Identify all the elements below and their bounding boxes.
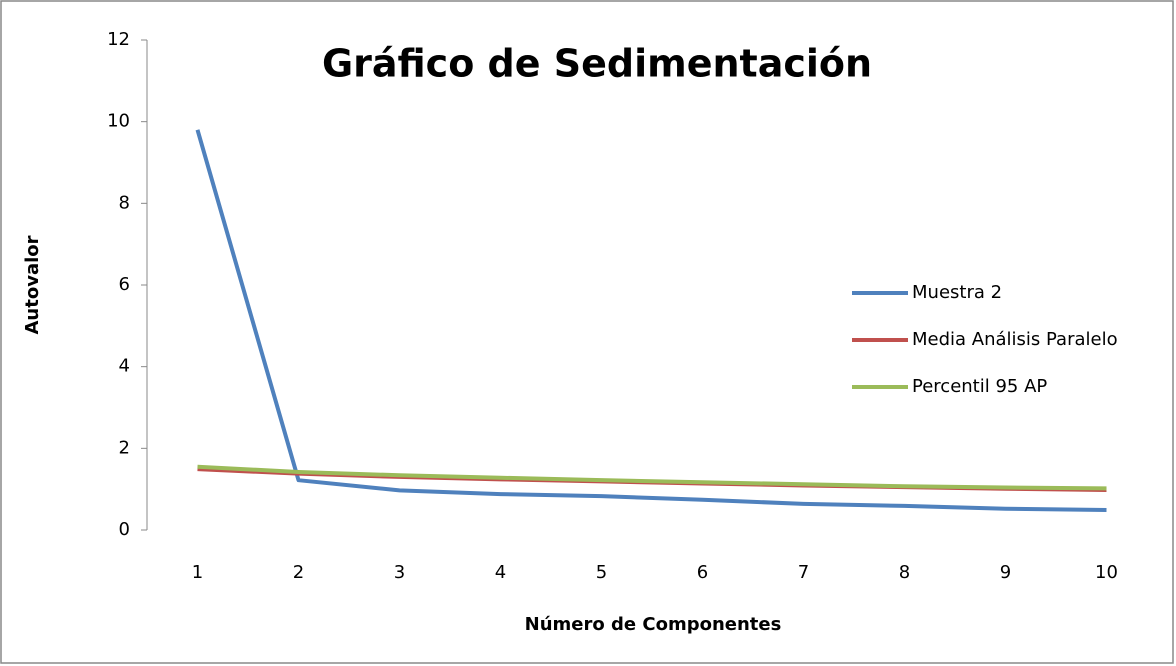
- x-tick-label: 6: [697, 562, 708, 583]
- legend-label: Percentil 95 AP: [912, 376, 1047, 397]
- y-tick-label: 6: [119, 274, 130, 295]
- y-tick-label: 0: [119, 519, 130, 540]
- legend-label: Media Análisis Paralelo: [912, 329, 1118, 350]
- y-tick-label: 12: [107, 29, 130, 50]
- x-tick-label: 1: [192, 562, 203, 583]
- y-tick-label: 4: [119, 356, 130, 377]
- y-tick-label: 10: [107, 111, 130, 132]
- x-axis-label: Número de Componentes: [525, 614, 782, 635]
- chart-title: Gráfico de Sedimentación: [322, 42, 872, 86]
- y-tick-label: 8: [119, 192, 130, 213]
- x-tick-label: 10: [1095, 562, 1118, 583]
- x-tick-label: 2: [293, 562, 304, 583]
- series-line: [197, 464, 1107, 491]
- x-tick-label: 8: [899, 562, 910, 583]
- legend-label: Muestra 2: [912, 282, 1002, 303]
- x-tick-label: 5: [596, 562, 607, 583]
- x-tick-label: 9: [1000, 562, 1011, 583]
- x-tick-label: 3: [394, 562, 405, 583]
- series-line: [195, 129, 1107, 512]
- y-axis-label: Autovalor: [22, 235, 43, 334]
- y-tick-label: 2: [119, 437, 130, 458]
- x-tick-label: 4: [495, 562, 506, 583]
- x-tick-label: 7: [798, 562, 809, 583]
